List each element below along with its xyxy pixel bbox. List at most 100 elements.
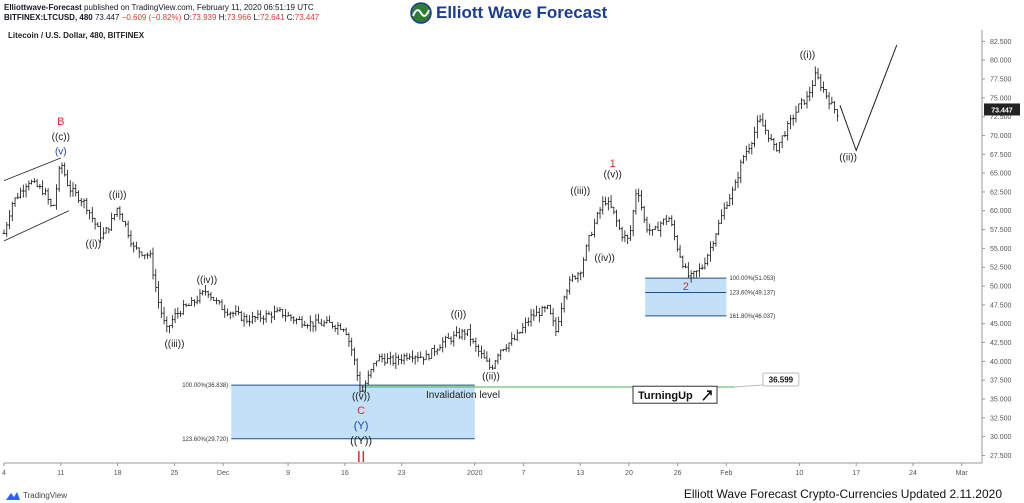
y-tick-label: 27.500 [990, 453, 1012, 460]
y-tick-label: 50.000 [990, 284, 1012, 291]
c-value: 73.447 [294, 13, 320, 22]
x-tick-label: 2020 [467, 470, 483, 477]
y-tick-label: 72.500 [990, 114, 1012, 121]
x-tick-label: 9 [286, 470, 290, 477]
wave-label: II [357, 449, 366, 466]
x-tick-label: 11 [57, 470, 64, 477]
publish-info: Elliottwave-Forecast published on Tradin… [4, 3, 314, 12]
wave-label: ((i)) [451, 310, 467, 321]
wave-label: ((iv)) [197, 275, 218, 286]
wave-label: B [57, 116, 64, 128]
y-tick-label: 70.000 [990, 133, 1012, 140]
wave-label: ((iii)) [570, 186, 590, 197]
y-tick-label: 57.500 [990, 227, 1012, 234]
x-tick-label: Mar [956, 470, 969, 477]
lower-blue-box [231, 385, 475, 439]
y-tick-label: 37.500 [990, 378, 1012, 385]
y-tick-label: 42.500 [990, 340, 1012, 347]
l-label: L: [253, 13, 261, 22]
o-value: 73.939 [191, 13, 217, 22]
x-tick-label: 18 [114, 470, 122, 477]
ohlc-info: BITFINEX:LTCUSD, 480 73.447 −0.609 (−0.8… [4, 13, 319, 22]
wave-label: ((v)) [604, 170, 622, 181]
x-tick-label: 25 [171, 470, 179, 477]
globe-icon [410, 2, 432, 24]
symbol: BITFINEX:LTCUSD, 480 [4, 13, 93, 22]
price-change: −0.609 (−0.82%) [121, 13, 182, 22]
y-tick-label: 47.500 [990, 302, 1012, 309]
y-tick-label: 77.500 [990, 76, 1012, 83]
wave-label: ((v)) [352, 392, 370, 403]
tradingview-label: TradingView [23, 491, 68, 500]
published-text: published on TradingView.com, February 1… [84, 3, 314, 12]
y-tick-label: 30.000 [990, 434, 1012, 441]
wave-label: ((iii)) [164, 339, 184, 350]
fib-level-label: 161.80%(46.037) [729, 314, 775, 320]
fib-level-label: 123.60%(29.720) [182, 437, 228, 443]
c-label: C: [286, 13, 295, 22]
channel-line [3, 210, 70, 242]
x-tick-label: 20 [625, 470, 633, 477]
y-tick-label: 67.500 [990, 152, 1012, 159]
turningup-badge [632, 385, 718, 404]
x-tick-label: 13 [576, 470, 584, 477]
upper-blue-box [645, 278, 727, 316]
y-tick-label: 82.500 [990, 39, 1012, 46]
wave-label: 1 [610, 158, 616, 170]
logo-text: Elliott Wave Forecast [436, 3, 608, 22]
x-tick-label: 23 [398, 470, 406, 477]
projection-path [839, 44, 898, 152]
y-tick-label: 45.000 [990, 321, 1012, 328]
l-value: 72.641 [260, 13, 285, 22]
o-label: O: [183, 13, 192, 22]
wave-label: ((ii)) [482, 371, 500, 382]
y-tick-label: 55.000 [990, 246, 1012, 253]
y-tick-label: 75.000 [990, 95, 1012, 102]
fib-level-label: 100.00%(36.838) [182, 383, 228, 389]
h-label: H: [218, 13, 227, 22]
invalidation-label: Invalidation level [426, 390, 500, 401]
y-tick-label: 60.000 [990, 208, 1012, 215]
y-tick-label: 52.500 [990, 265, 1012, 272]
invalidation-value: 36.599 [769, 375, 794, 384]
y-tick-label: 35.000 [990, 396, 1012, 403]
tradingview-brand: TradingView [6, 491, 67, 500]
chart-title: Litecoin / U.S. Dollar, 480, BITFINEX [8, 31, 145, 40]
wave-label: (v) [55, 146, 67, 157]
wave-label: C [357, 405, 365, 417]
x-tick-label: Feb [720, 470, 732, 477]
fib-level-label: 123.60%(49.137) [729, 291, 775, 297]
update-note: Elliott Wave Forecast Crypto-Currencies … [683, 487, 1002, 501]
wave-label: ((iv)) [594, 253, 615, 264]
y-tick-label: 40.000 [990, 359, 1012, 366]
x-tick-label: 24 [909, 470, 917, 477]
x-tick-label: 16 [341, 470, 349, 477]
channel-line [3, 157, 61, 181]
last-price: 73.447 [94, 13, 120, 22]
wave-label: ((c)) [52, 132, 70, 143]
invalidation-value-box [762, 372, 800, 387]
arrow-up-icon [702, 390, 712, 401]
tradingview-logo-icon [6, 492, 20, 500]
fib-level-label: 100.00%(51.053) [729, 276, 775, 282]
elliott-wave-logo: Elliott Wave Forecast [410, 1, 607, 25]
y-tick-label: 62.500 [990, 189, 1012, 196]
x-tick-label: 26 [674, 470, 682, 477]
wave-label: ((ii)) [839, 152, 857, 163]
wave-label: 2 [683, 281, 689, 293]
current-price-label: 73.447 [991, 107, 1013, 114]
wave-label: ((Y)) [350, 435, 372, 447]
wave-label: ((i)) [86, 239, 102, 250]
x-tick-label: 7 [521, 470, 525, 477]
wave-label: ((ii)) [109, 190, 127, 201]
h-value: 73.966 [226, 13, 252, 22]
x-tick-label: 17 [852, 470, 860, 477]
current-price-tag [984, 103, 1020, 116]
turningup-label: TurningUp [638, 390, 693, 402]
invalidation-connector [734, 384, 763, 388]
wave-label: ((i)) [800, 50, 816, 61]
wave-label: (Y) [354, 420, 369, 432]
y-tick-label: 32.500 [990, 415, 1012, 422]
author-name: Elliottwave-Forecast [4, 3, 82, 12]
